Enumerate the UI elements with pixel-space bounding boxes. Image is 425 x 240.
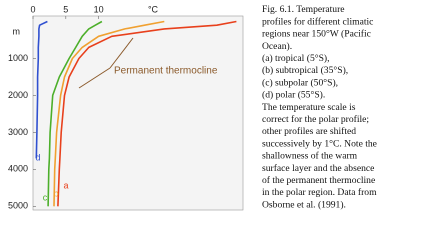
annotation: Permanent thermocline [114, 66, 218, 77]
series-label: a [63, 180, 68, 190]
caption-line: (c) subpolar (50°S), [262, 77, 338, 88]
caption-line: Ocean). [262, 41, 292, 52]
y-tick-label: 2000 [8, 90, 28, 100]
profile-line [47, 20, 103, 207]
caption-line: successively by 1°C. Note the [262, 138, 377, 149]
y-tick-label: 1000 [8, 53, 28, 63]
caption-line: Fig. 6.1. Temperature [262, 4, 345, 15]
caption-line: regions near 150°W (Pacific [262, 29, 371, 40]
caption-line: (a) tropical (5°S), [262, 53, 330, 64]
y-tick-label: 4000 [8, 164, 28, 174]
annotation-arrow [78, 67, 111, 89]
caption-line: shallowness of the warm [262, 151, 358, 162]
caption-line: in the polar region. Data from [262, 187, 377, 198]
caption-line: correct for the polar profile; [262, 114, 369, 125]
caption-line: surface layer and the absence [262, 163, 374, 174]
profile-line [53, 20, 165, 207]
annotation-arrow [109, 37, 134, 69]
y-axis-label: m [13, 26, 21, 36]
caption-line: other profiles are shifted [262, 126, 356, 137]
x-tick-label: 0 [30, 4, 35, 14]
caption-line: (b) subtropical (35°S), [262, 65, 348, 76]
profile-line [57, 20, 237, 207]
caption-line: (d) polar (55°S). [262, 90, 325, 101]
figure: Permanent thermocline °C m 0 5 10 1000 2000 3… [8, 4, 377, 211]
y-tick-label: 5000 [8, 201, 28, 211]
series-label: d [35, 152, 40, 162]
x-axis-label: °C [148, 4, 159, 14]
caption-line: The temperature scale is [262, 102, 356, 113]
series-label: b [53, 188, 58, 198]
x-tick-label: 10 [94, 4, 104, 14]
plot-area [32, 15, 244, 211]
profile-line [35, 20, 48, 159]
caption-line: of the permanent thermocline [262, 175, 375, 186]
x-tick-label: 5 [63, 4, 68, 14]
caption-line: profiles for different climatic [262, 16, 373, 27]
y-tick-label: 3000 [8, 127, 28, 137]
caption-line: Osborne et al. (1991). [262, 199, 346, 210]
series-label: c [43, 192, 48, 202]
